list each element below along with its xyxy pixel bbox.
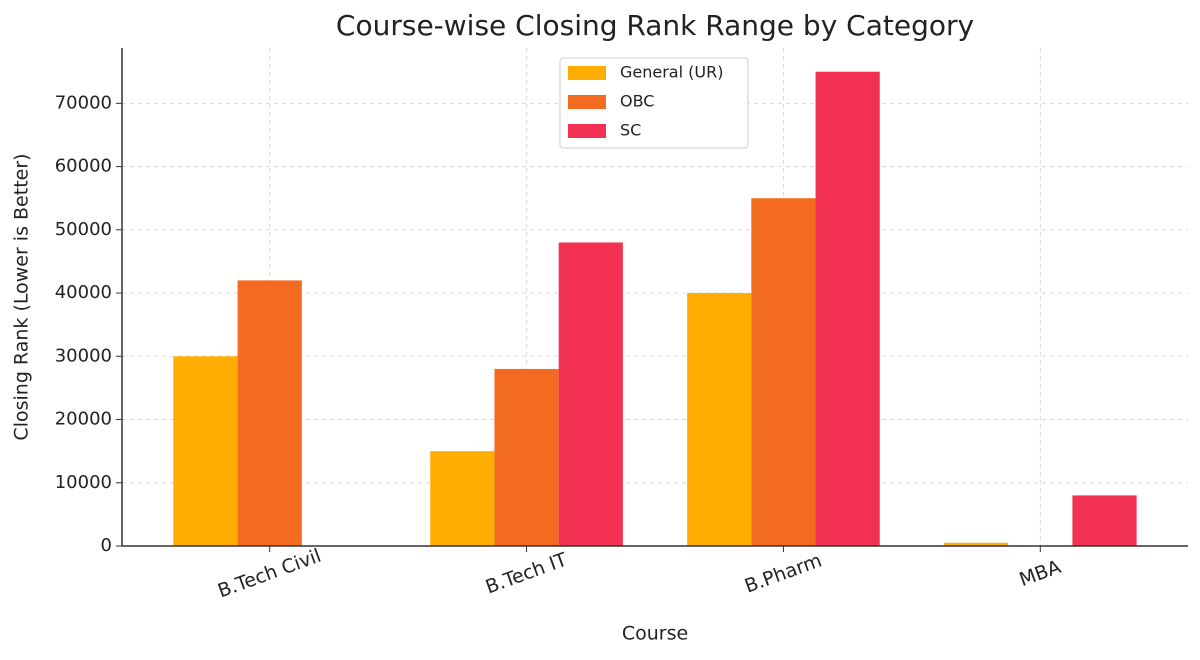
x-tick-label: MBA: [1016, 556, 1063, 591]
bar: [1072, 495, 1137, 546]
x-tick-label: B.Tech IT: [483, 549, 571, 599]
y-tick-label: 70000: [55, 92, 112, 113]
bar: [558, 242, 623, 546]
y-tick-label: 60000: [55, 156, 112, 177]
x-tick-label: B.Pharm: [742, 549, 825, 597]
y-tick-label: 30000: [55, 345, 112, 366]
y-tick-label: 40000: [55, 282, 112, 303]
bar: [943, 542, 1009, 546]
bar: [237, 280, 302, 546]
bar: [173, 356, 238, 546]
y-tick-label: 20000: [55, 409, 112, 430]
bar: [430, 451, 495, 546]
chart-title: Course-wise Closing Rank Range by Catego…: [336, 9, 974, 42]
x-axis-label: Course: [622, 623, 688, 645]
legend-swatch: [568, 66, 606, 80]
bar: [494, 368, 559, 546]
legend-swatch: [568, 124, 606, 138]
legend-label: OBC: [620, 92, 654, 111]
y-axis-label: Closing Rank (Lower is Better): [11, 153, 33, 440]
legend-swatch: [568, 95, 606, 109]
y-tick-label: 10000: [55, 472, 112, 493]
legend-label: General (UR): [620, 63, 723, 82]
bar: [815, 71, 880, 546]
legend-box: [559, 57, 749, 149]
legend: General (UR) OBC SC: [559, 57, 749, 149]
y-tick-label: 0: [101, 535, 112, 556]
x-tick-label: B.Tech Civil: [215, 545, 324, 603]
y-tick-label: 50000: [55, 219, 112, 240]
legend-label: SC: [620, 121, 641, 140]
bar: [687, 293, 752, 546]
bar: [751, 198, 816, 546]
